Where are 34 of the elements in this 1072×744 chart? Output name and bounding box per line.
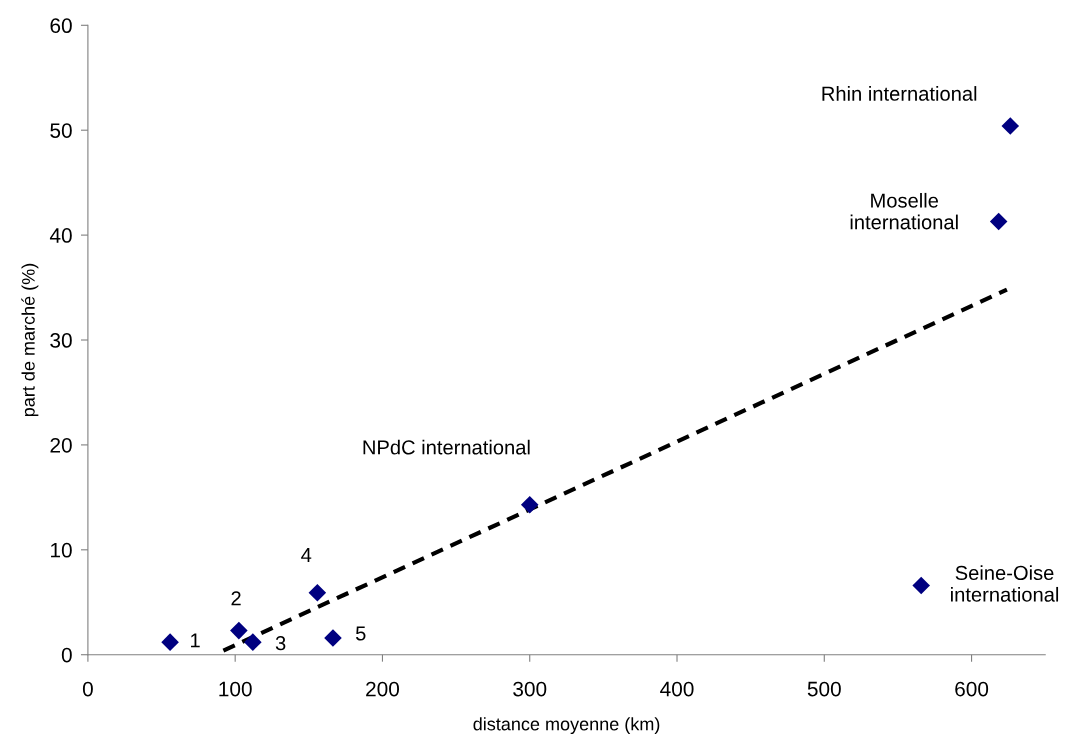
annotation: Seine-Oise international bbox=[951, 565, 1059, 602]
annotation: 1 bbox=[191, 633, 200, 648]
x-tick-label: 0 bbox=[82, 681, 93, 697]
annotation: 3 bbox=[275, 636, 286, 651]
y-tick-label: 40 bbox=[49, 228, 72, 243]
y-tick-label: 60 bbox=[50, 18, 72, 34]
y-tick-label: 20 bbox=[50, 437, 72, 453]
x-tick-label: 200 bbox=[366, 681, 400, 697]
y-axis-title: part de marché (%) bbox=[21, 263, 39, 417]
x-tick-label: 100 bbox=[219, 681, 252, 697]
point bbox=[1001, 117, 1020, 135]
point bbox=[244, 633, 262, 651]
x-tick-label: 500 bbox=[807, 681, 841, 697]
x-axis-title: distance moyenne (km) bbox=[473, 717, 660, 735]
point bbox=[324, 629, 342, 647]
point bbox=[308, 584, 327, 602]
annotation: Moselle international bbox=[850, 192, 958, 230]
annotation: 4 bbox=[301, 548, 312, 562]
y-tick-label: 10 bbox=[51, 542, 72, 558]
point bbox=[520, 495, 539, 514]
x-tick-label: 300 bbox=[513, 681, 547, 697]
y-tick-label: 50 bbox=[50, 123, 72, 138]
annotation: NPdC international bbox=[363, 439, 530, 455]
point bbox=[161, 633, 179, 651]
annotation: 2 bbox=[231, 591, 241, 606]
point bbox=[912, 576, 930, 595]
annotation: Rhin international bbox=[822, 86, 977, 101]
point bbox=[989, 212, 1008, 231]
x-tick-label: 600 bbox=[955, 681, 989, 697]
x-tick-label: 400 bbox=[660, 681, 694, 697]
annotation: 5 bbox=[355, 626, 366, 641]
y-tick-label: 30 bbox=[50, 333, 72, 348]
point bbox=[230, 621, 248, 640]
y-tick-label: 0 bbox=[61, 647, 72, 663]
